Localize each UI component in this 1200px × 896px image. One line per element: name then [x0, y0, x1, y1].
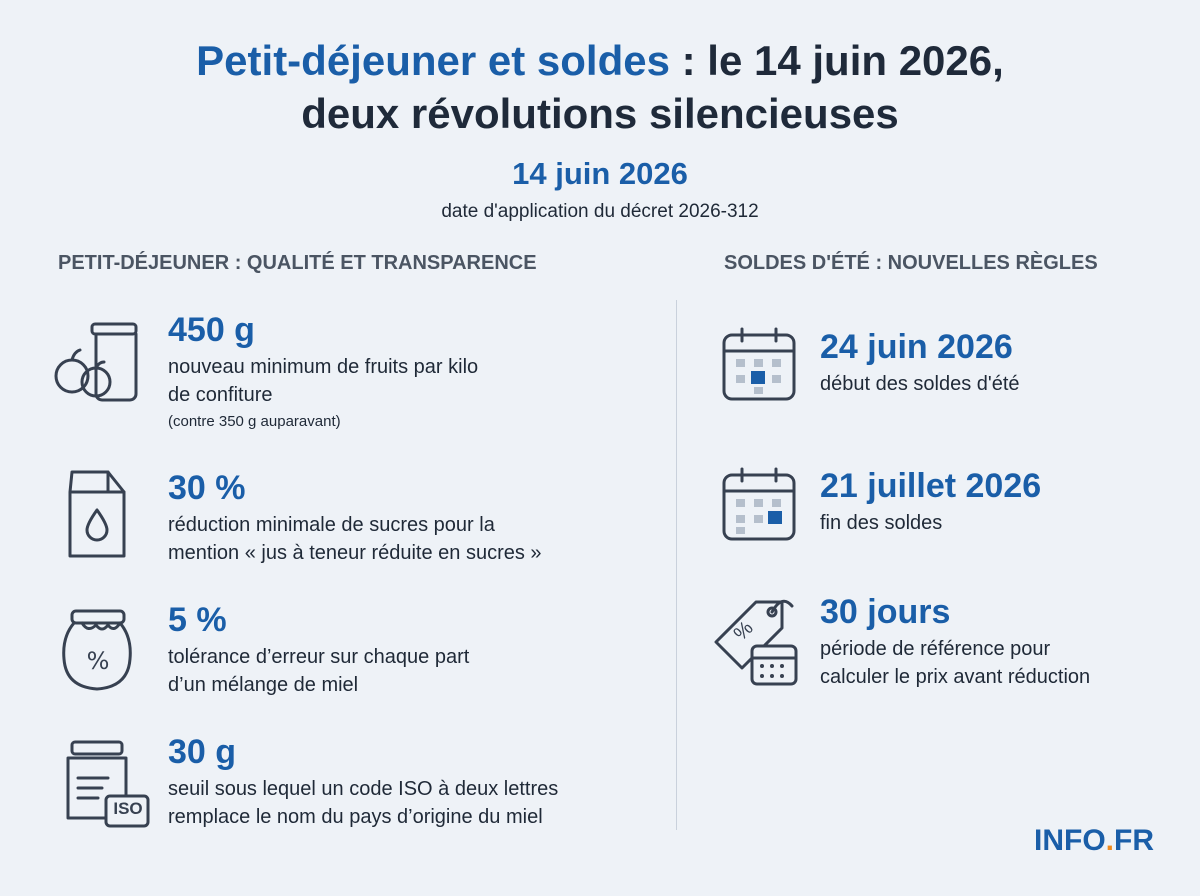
stat-text: début des soldes d'été: [820, 373, 1020, 395]
title-rest: : le 14 juin 2026,: [681, 37, 1004, 84]
stat-value: 450 g: [168, 311, 255, 349]
stat-value: 30 jours: [820, 593, 951, 631]
title-highlight: Petit-déjeuner et soldes: [196, 37, 670, 84]
svg-text:%: %: [87, 647, 110, 675]
jam-apple-icon: [54, 322, 138, 402]
stat-text: période de référence pour: [820, 638, 1051, 660]
logo-suffix: FR: [1114, 824, 1155, 857]
logo: INFO.FR: [1034, 824, 1154, 858]
price-tag-icon: [714, 599, 798, 686]
stat-value: 30 %: [168, 469, 246, 507]
stat-text: fin des soldes: [820, 512, 943, 534]
stat-text: seuil sous lequel un code ISO à deux let…: [168, 778, 559, 800]
stat-text: tolérance d’erreur sur chaque part: [168, 646, 470, 668]
logo-dot: .: [1105, 824, 1115, 857]
stat-text: réduction minimale de sucres pour la: [168, 514, 495, 536]
stat-text: d’un mélange de miel: [168, 674, 359, 696]
calendar-icon: [722, 327, 796, 401]
juice-icon: [68, 470, 126, 558]
logo-main: INFO: [1034, 824, 1106, 857]
section-heading: PETIT-DÉJEUNER : QUALITÉ ET TRANSPARENCE: [58, 252, 537, 274]
icon-label: ISO: [113, 799, 143, 818]
key-date: 14 juin 2026: [512, 156, 688, 191]
stat-value: 5 %: [168, 601, 227, 639]
stat-text: mention « jus à teneur réduite en sucres…: [168, 542, 542, 564]
calendar-icon: [722, 467, 796, 541]
label-jar-icon: [66, 740, 150, 828]
honey-icon: %: [62, 609, 132, 691]
stat-text: de confiture: [168, 384, 273, 406]
stat-value: 24 juin 2026: [820, 328, 1013, 366]
stat-value: 30 g: [168, 733, 237, 771]
key-date-caption: date d'application du décret 2026-312: [441, 201, 759, 222]
section-heading: SOLDES D'ÉTÉ : NOUVELLES RÈGLES: [724, 252, 1098, 274]
title: Petit-déjeuner et soldes : le 14 juin 20…: [0, 36, 1200, 86]
stat-text: nouveau minimum de fruits par kilo: [168, 356, 479, 378]
stat-text: calculer le prix avant réduction: [820, 666, 1091, 688]
stat-text: remplace le nom du pays d’origine du mie…: [168, 806, 543, 828]
divider: [676, 300, 677, 830]
title-line: deux révolutions silencieuses: [301, 90, 899, 137]
stat-note: (contre 350 g auparavant): [168, 413, 341, 430]
stat-value: 21 juillet 2026: [820, 467, 1042, 505]
